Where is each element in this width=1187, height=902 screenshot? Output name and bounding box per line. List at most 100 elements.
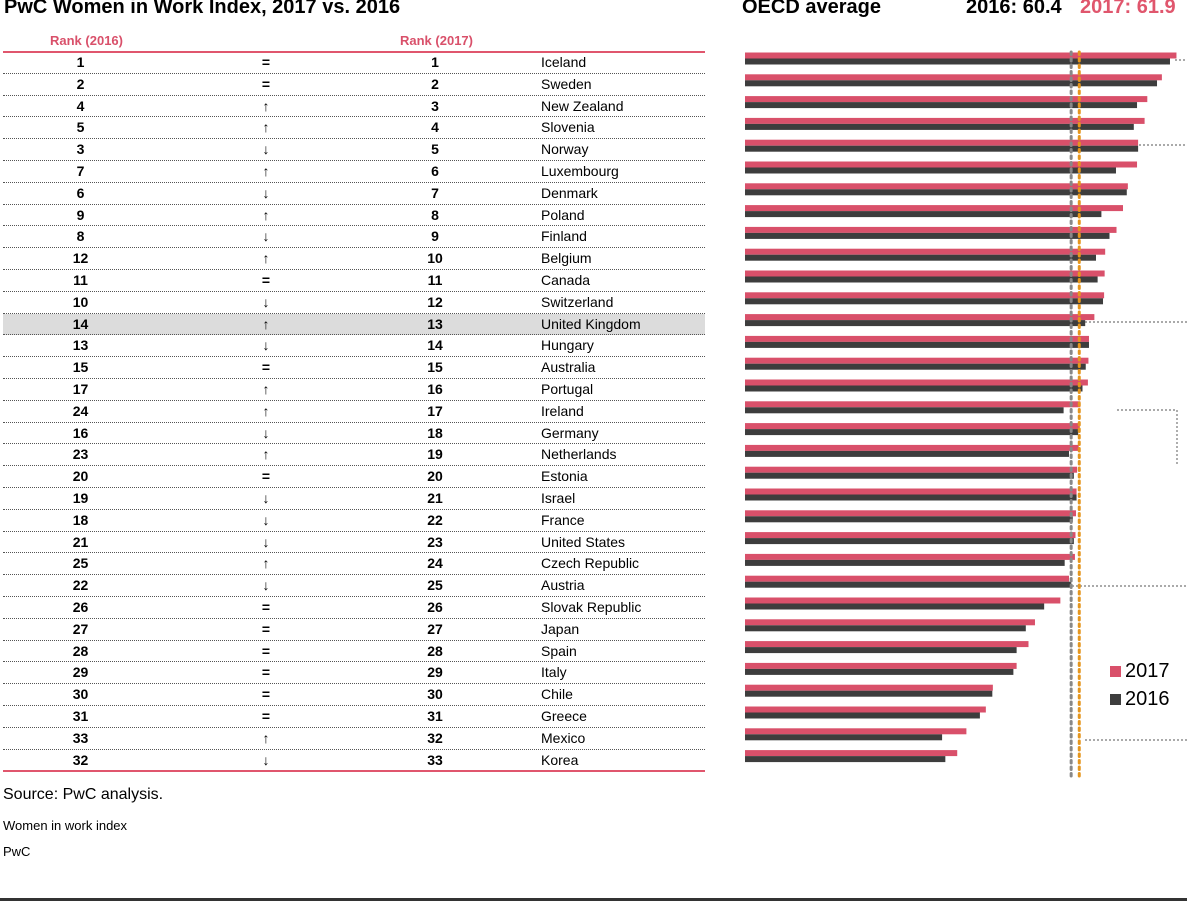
bar-2017	[745, 553, 1075, 560]
bar-2016	[745, 559, 1065, 566]
legend-item: 2017	[1108, 657, 1170, 685]
rank-2017-cell: 25	[427, 577, 443, 594]
country-cell: Denmark	[541, 184, 598, 201]
rank-2016-cell: 19	[72, 490, 89, 506]
table-row: 33 ↑ 32 Mexico	[3, 728, 705, 750]
table-row: 6 ↓ 7 Denmark	[3, 183, 705, 205]
rank-2016-cell: 14	[72, 315, 89, 332]
table-row: 8 ↓ 9 Finland	[3, 226, 705, 249]
rank-2016-cell: 29	[72, 664, 89, 681]
rank-2017-cell: 5	[431, 141, 439, 158]
country-cell: Greece	[541, 708, 587, 724]
rank-2016-cell: 27	[72, 620, 89, 637]
bar-2016	[745, 407, 1064, 414]
rank-2016-cell: 33	[72, 729, 89, 746]
country-cell: Germany	[541, 424, 599, 441]
country-cell: Slovenia	[541, 119, 595, 136]
rank-2017-cell: 30	[427, 686, 443, 703]
country-cell: Hungary	[541, 337, 594, 354]
table-row: 22 ↓ 25 Austria	[3, 575, 705, 597]
country-cell: France	[541, 511, 585, 528]
rank-2016-cell: 20	[72, 468, 89, 485]
bar-2016	[745, 341, 1089, 348]
table-row: 13 ↓ 14 Hungary	[3, 335, 705, 358]
rank-2017-cell: 16	[427, 381, 443, 397]
table-row: 23 ↑ 19 Netherlands	[3, 444, 705, 467]
rank-change-cell: ↓	[262, 141, 270, 158]
table-row: 9 ↑ 8 Poland	[3, 205, 705, 227]
bar-2016	[745, 494, 1077, 501]
rank-change-cell: =	[261, 75, 271, 92]
rank-2016-cell: 17	[72, 381, 89, 397]
bar-2017	[745, 248, 1106, 255]
table-row: 20 = 20 Estonia	[3, 466, 705, 488]
rank-2016-cell: 22	[72, 577, 89, 594]
legend-swatch	[1110, 693, 1121, 705]
legend-item: 2016	[1108, 685, 1170, 713]
table-row: 12 ↑ 10 Belgium	[3, 248, 705, 270]
rank-change-cell: ↑	[262, 555, 270, 572]
rank-2016-cell: 2	[76, 75, 85, 92]
rank-change-cell: ↑	[262, 446, 270, 463]
bar-chart	[745, 50, 1187, 780]
bar-2016	[745, 320, 1086, 327]
table-row: 18 ↓ 22 France	[3, 510, 705, 532]
rank-change-cell: ↑	[262, 381, 270, 397]
country-cell: Ireland	[541, 402, 584, 419]
rank-2016-cell: 8	[76, 228, 85, 245]
rank-2016-cell: 18	[72, 511, 89, 528]
legend-label: 2017	[1125, 659, 1170, 682]
bar-2016	[745, 232, 1110, 239]
bar-2016	[745, 647, 1017, 654]
rank-2016-cell: 23	[72, 446, 89, 463]
country-cell: Slovak Republic	[541, 599, 642, 615]
bar-2016	[745, 123, 1134, 130]
rank-2016-cell: 12	[72, 250, 89, 267]
rank-2017-cell: 27	[427, 620, 443, 637]
rank-2017-cell: 32	[427, 729, 443, 746]
country-cell: Netherlands	[541, 446, 617, 463]
rank-2016-cell: 26	[72, 599, 89, 615]
rank-2017-cell: 19	[427, 446, 443, 463]
country-cell: Sweden	[541, 75, 592, 92]
header-rank-2017: Rank (2017)	[400, 33, 473, 48]
rank-change-cell: ↓	[262, 490, 270, 506]
table-row: 30 = 30 Chile	[3, 684, 705, 706]
rank-2016-cell: 32	[72, 751, 89, 768]
rank-2017-cell: 29	[427, 664, 443, 681]
rank-2017-cell: 24	[427, 555, 443, 572]
rank-2017-cell: 14	[427, 337, 443, 354]
bar-2017	[745, 139, 1139, 146]
rank-2016-cell: 5	[76, 119, 85, 136]
table-row: 32 ↓ 33 Korea	[3, 750, 705, 772]
bar-2016	[745, 450, 1069, 457]
bar-2017	[745, 96, 1148, 103]
rank-change-cell: ↑	[262, 119, 270, 136]
rank-2016-cell: 1	[76, 54, 85, 70]
rank-change-cell: ↑	[262, 729, 270, 746]
rank-2017-cell: 12	[427, 293, 443, 310]
bar-2017	[745, 314, 1095, 321]
country-cell: Finland	[541, 228, 587, 245]
table-row: 28 = 28 Spain	[3, 641, 705, 663]
rank-change-cell: =	[261, 664, 271, 681]
bar-2017	[745, 401, 1081, 408]
table-row: 24 ↑ 17 Ireland	[3, 401, 705, 423]
rank-2017-cell: 33	[427, 751, 443, 768]
header-rank-2016: Rank (2016)	[50, 33, 123, 48]
bar-2017	[745, 466, 1078, 473]
table-row: 29 = 29 Italy	[3, 662, 705, 685]
page-bottom-rule	[0, 898, 1187, 901]
rank-2017-cell: 26	[427, 599, 443, 615]
bar-2016	[745, 756, 946, 763]
rank-2017-cell: 3	[431, 97, 439, 114]
bar-2017	[745, 52, 1177, 59]
bar-2016	[745, 80, 1158, 87]
country-cell: Luxembourg	[541, 163, 619, 179]
rank-2017-cell: 4	[431, 119, 439, 136]
country-cell: Portugal	[541, 381, 594, 397]
rank-2017-cell: 31	[427, 708, 443, 724]
rank-2017-cell: 11	[427, 272, 443, 288]
rank-2017-cell: 1	[431, 54, 439, 70]
bar-2017	[745, 117, 1145, 124]
